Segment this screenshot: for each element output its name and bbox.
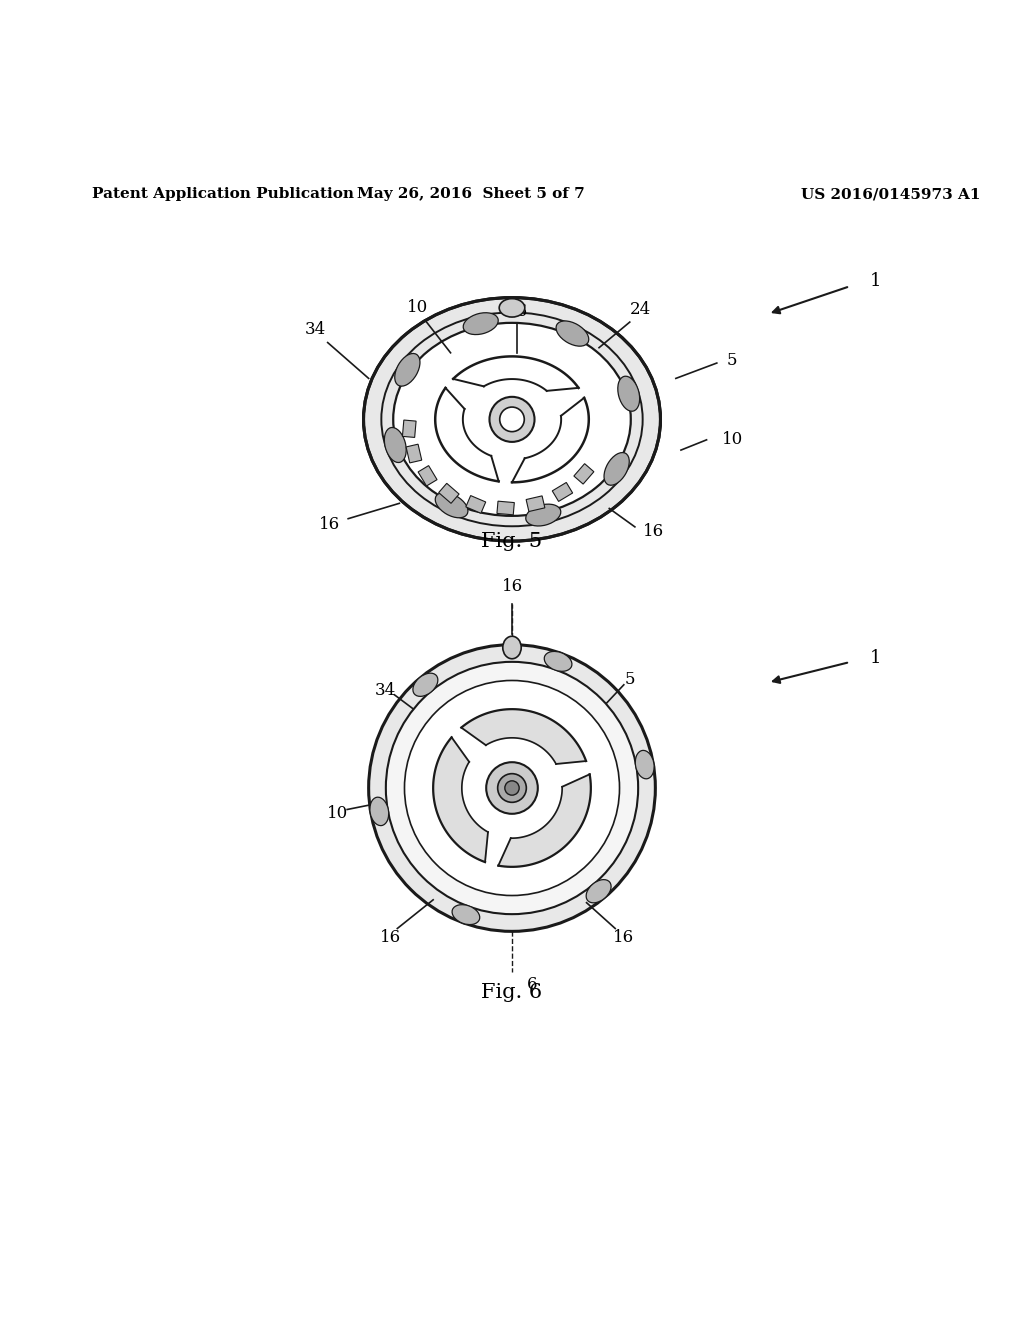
Text: 16: 16 (613, 928, 635, 945)
Ellipse shape (635, 750, 654, 779)
Circle shape (500, 407, 524, 432)
Text: 34: 34 (375, 682, 396, 700)
Ellipse shape (500, 298, 524, 317)
Text: Fig. 5: Fig. 5 (481, 532, 543, 550)
Ellipse shape (370, 797, 389, 825)
Text: 24: 24 (630, 301, 650, 318)
Ellipse shape (393, 323, 631, 516)
Ellipse shape (525, 504, 561, 525)
Text: 16: 16 (319, 516, 340, 533)
Ellipse shape (463, 313, 499, 334)
Ellipse shape (435, 492, 468, 517)
Text: 16: 16 (507, 304, 527, 319)
Circle shape (498, 774, 526, 803)
Text: 10: 10 (327, 805, 348, 822)
Circle shape (505, 781, 519, 795)
Text: 34: 34 (305, 322, 326, 338)
Bar (418, 466, 437, 486)
Polygon shape (462, 709, 586, 764)
Ellipse shape (384, 428, 407, 462)
Ellipse shape (556, 321, 589, 346)
Ellipse shape (604, 453, 630, 486)
Text: 10: 10 (722, 432, 743, 449)
Text: 5: 5 (625, 671, 635, 688)
Polygon shape (499, 775, 591, 867)
Bar (526, 496, 545, 512)
Bar (438, 483, 459, 503)
Ellipse shape (544, 651, 572, 672)
Text: US 2016/0145973 A1: US 2016/0145973 A1 (801, 187, 981, 201)
Bar (497, 502, 514, 515)
Ellipse shape (364, 297, 660, 541)
Text: 1: 1 (869, 649, 882, 667)
Text: Patent Application Publication: Patent Application Publication (92, 187, 354, 201)
Bar (402, 420, 416, 437)
Ellipse shape (586, 879, 611, 903)
Bar (573, 463, 594, 484)
Text: 1: 1 (869, 272, 882, 290)
Ellipse shape (617, 376, 640, 412)
Circle shape (386, 661, 638, 915)
Text: 16: 16 (643, 524, 664, 540)
Text: 16: 16 (502, 578, 522, 595)
Text: 10: 10 (408, 298, 428, 315)
Ellipse shape (413, 673, 438, 697)
Text: Fig. 6: Fig. 6 (481, 983, 543, 1002)
Bar (466, 495, 485, 513)
Text: 16: 16 (380, 928, 400, 945)
Circle shape (489, 397, 535, 442)
Text: May 26, 2016  Sheet 5 of 7: May 26, 2016 Sheet 5 of 7 (357, 187, 585, 201)
Ellipse shape (452, 904, 480, 924)
Ellipse shape (394, 354, 420, 387)
Circle shape (486, 762, 538, 814)
Bar (552, 482, 572, 502)
Circle shape (369, 644, 655, 932)
Text: 6: 6 (527, 975, 538, 993)
Ellipse shape (503, 636, 521, 659)
Polygon shape (433, 738, 488, 862)
Circle shape (404, 681, 620, 895)
Bar (407, 444, 422, 463)
Text: 5: 5 (727, 352, 737, 370)
